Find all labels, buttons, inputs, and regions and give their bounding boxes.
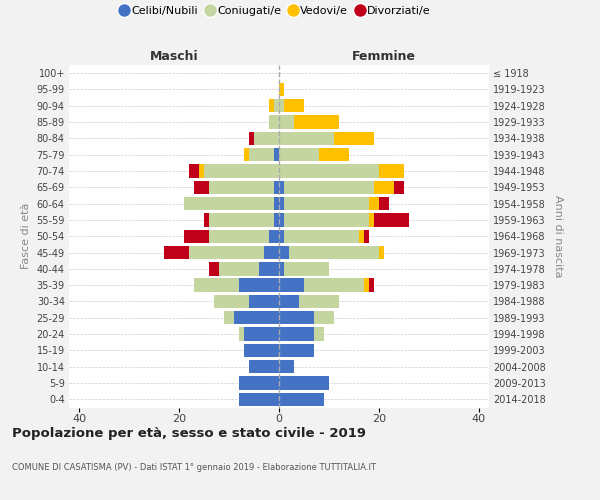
Bar xyxy=(274,99,279,112)
Bar xyxy=(379,246,384,259)
Bar xyxy=(279,164,379,177)
Bar xyxy=(274,148,279,162)
Bar xyxy=(364,230,369,243)
Bar xyxy=(279,197,284,210)
Bar xyxy=(164,246,189,259)
Bar xyxy=(284,230,359,243)
Bar xyxy=(219,262,259,276)
Bar xyxy=(284,197,369,210)
Bar xyxy=(279,214,284,226)
Bar xyxy=(279,262,284,276)
Bar xyxy=(234,311,279,324)
Bar xyxy=(374,214,409,226)
Bar xyxy=(279,246,289,259)
Bar xyxy=(204,214,209,226)
Bar xyxy=(189,164,199,177)
Bar xyxy=(279,132,334,145)
Bar xyxy=(249,148,274,162)
Bar xyxy=(369,278,374,292)
Bar xyxy=(364,278,369,292)
Bar xyxy=(279,328,314,341)
Bar xyxy=(279,295,299,308)
Bar xyxy=(249,132,254,145)
Bar xyxy=(274,197,279,210)
Bar xyxy=(189,246,264,259)
Text: Maschi: Maschi xyxy=(149,50,199,64)
Bar xyxy=(284,180,374,194)
Bar xyxy=(204,164,279,177)
Bar xyxy=(359,230,364,243)
Bar xyxy=(244,328,279,341)
Bar xyxy=(199,164,204,177)
Bar xyxy=(284,99,304,112)
Bar xyxy=(254,132,279,145)
Bar xyxy=(269,99,274,112)
Bar xyxy=(369,197,379,210)
Bar xyxy=(209,214,274,226)
Bar xyxy=(294,116,339,129)
Bar xyxy=(284,214,369,226)
Bar xyxy=(269,230,279,243)
Bar xyxy=(319,148,349,162)
Bar xyxy=(279,344,314,357)
Bar xyxy=(209,262,219,276)
Bar xyxy=(279,99,284,112)
Bar xyxy=(379,164,404,177)
Bar xyxy=(299,295,339,308)
Bar xyxy=(304,278,364,292)
Bar xyxy=(379,197,389,210)
Bar xyxy=(239,392,279,406)
Bar xyxy=(279,360,294,374)
Bar xyxy=(224,311,234,324)
Bar xyxy=(314,311,334,324)
Bar xyxy=(394,180,404,194)
Bar xyxy=(314,328,324,341)
Bar xyxy=(259,262,279,276)
Bar xyxy=(264,246,279,259)
Bar xyxy=(194,278,239,292)
Bar xyxy=(239,376,279,390)
Bar xyxy=(209,230,269,243)
Bar xyxy=(334,132,374,145)
Bar xyxy=(184,197,274,210)
Bar xyxy=(274,180,279,194)
Bar xyxy=(279,116,294,129)
Bar xyxy=(239,278,279,292)
Bar xyxy=(244,344,279,357)
Text: Femmine: Femmine xyxy=(352,50,416,64)
Bar xyxy=(249,295,279,308)
Y-axis label: Anni di nascita: Anni di nascita xyxy=(553,195,563,278)
Bar xyxy=(279,83,284,96)
Bar xyxy=(279,392,324,406)
Bar xyxy=(279,180,284,194)
Text: Popolazione per età, sesso e stato civile - 2019: Popolazione per età, sesso e stato civil… xyxy=(12,428,366,440)
Bar xyxy=(244,148,249,162)
Bar xyxy=(279,230,284,243)
Bar xyxy=(249,360,279,374)
Bar xyxy=(279,148,319,162)
Bar xyxy=(269,116,279,129)
Bar xyxy=(279,278,304,292)
Bar xyxy=(374,180,394,194)
Y-axis label: Fasce di età: Fasce di età xyxy=(21,203,31,270)
Bar xyxy=(284,262,329,276)
Bar xyxy=(289,246,379,259)
Legend: Celibi/Nubili, Coniugati/e, Vedovi/e, Divorziati/e: Celibi/Nubili, Coniugati/e, Vedovi/e, Di… xyxy=(122,6,430,16)
Bar xyxy=(274,214,279,226)
Bar xyxy=(184,230,209,243)
Bar xyxy=(369,214,374,226)
Bar xyxy=(214,295,249,308)
Bar xyxy=(279,311,314,324)
Text: COMUNE DI CASATISMA (PV) - Dati ISTAT 1° gennaio 2019 - Elaborazione TUTTITALIA.: COMUNE DI CASATISMA (PV) - Dati ISTAT 1°… xyxy=(12,462,376,471)
Bar xyxy=(279,376,329,390)
Bar xyxy=(239,328,244,341)
Bar xyxy=(194,180,209,194)
Bar xyxy=(209,180,274,194)
